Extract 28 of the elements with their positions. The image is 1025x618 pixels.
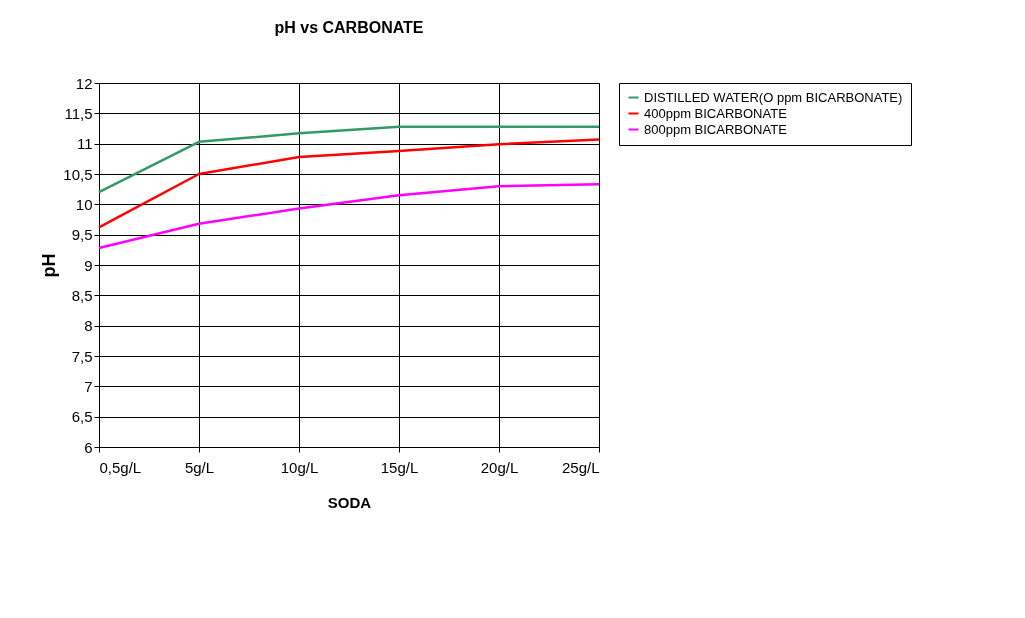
- line-series: [97, 125, 601, 194]
- legend-label: DISTILLED WATER(O ppm BICARBONATE): [644, 89, 903, 105]
- x-tick-label: 10g/L: [280, 458, 319, 476]
- legend-label: 800ppm BICARBONATE: [644, 121, 788, 137]
- chart-title: pH vs CARBONATE: [274, 19, 424, 36]
- x-axis-title: SODA: [327, 493, 372, 511]
- x-tick-label: 0,5g/L: [99, 458, 142, 476]
- y-tick-label: 6,5: [71, 408, 93, 426]
- x-tick-label: 5g/L: [184, 458, 215, 476]
- y-tick-label: 10,5: [63, 165, 93, 183]
- y-tick-label: 7,5: [71, 347, 93, 365]
- y-tick-label: 9: [84, 256, 93, 274]
- y-tick-label: 10: [75, 195, 93, 213]
- y-tick-label: 8,5: [71, 286, 93, 304]
- y-tick-label: 7: [84, 377, 93, 395]
- y-axis-title: pH: [39, 253, 60, 278]
- line-series: [97, 138, 601, 229]
- y-tick-label: 9,5: [71, 226, 93, 244]
- y-tick-label: 6: [84, 438, 93, 456]
- x-tick-label: 15g/L: [380, 458, 419, 476]
- y-tick-label: 11: [76, 135, 93, 153]
- legend-label: 400ppm BICARBONATE: [644, 105, 788, 121]
- x-tick-label: 25g/L: [561, 458, 600, 476]
- x-tick-label: 20g/L: [480, 458, 519, 476]
- y-tick-label: 8: [84, 317, 93, 335]
- y-tick-label: 12: [75, 74, 93, 92]
- y-tick-label: 11,5: [64, 104, 93, 122]
- line-series: [97, 183, 601, 250]
